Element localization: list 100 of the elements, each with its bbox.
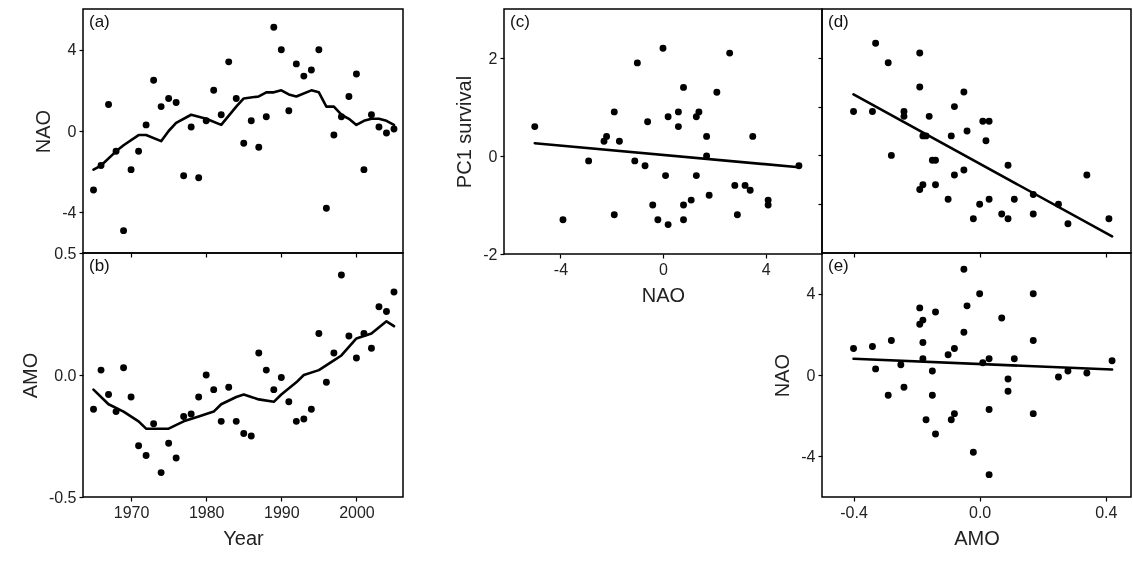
point xyxy=(1029,290,1037,298)
point xyxy=(976,290,984,298)
point xyxy=(1029,190,1037,198)
point xyxy=(916,83,924,91)
point xyxy=(947,416,955,424)
point xyxy=(932,156,939,164)
point xyxy=(240,139,248,147)
x-tick-label: 1970 xyxy=(113,503,150,521)
point xyxy=(850,345,857,353)
point xyxy=(944,351,952,359)
point xyxy=(998,210,1006,218)
point xyxy=(916,186,924,194)
point xyxy=(868,108,876,115)
point xyxy=(631,157,639,165)
point xyxy=(922,416,930,424)
point xyxy=(195,174,203,182)
point xyxy=(868,343,876,350)
point xyxy=(733,211,741,219)
point xyxy=(210,86,218,94)
point xyxy=(705,191,713,199)
point xyxy=(649,201,657,209)
point xyxy=(680,201,687,209)
point xyxy=(982,137,990,145)
point xyxy=(746,186,754,194)
point xyxy=(674,123,682,131)
point xyxy=(262,366,270,374)
y-tick-label: 0.5 xyxy=(54,244,77,262)
point xyxy=(919,316,927,324)
point xyxy=(1029,410,1037,418)
point xyxy=(157,103,165,111)
point xyxy=(135,442,143,450)
point xyxy=(322,378,330,386)
point xyxy=(559,216,567,224)
point xyxy=(210,386,218,394)
point xyxy=(932,308,939,316)
point xyxy=(262,113,270,121)
point xyxy=(1004,387,1012,395)
point xyxy=(916,49,924,57)
y-tick-label: -2 xyxy=(483,245,498,263)
point xyxy=(1004,161,1012,169)
x-tick-label: 1980 xyxy=(188,503,225,521)
x-tick-label: 2000 xyxy=(339,503,375,521)
point xyxy=(135,147,143,155)
y-tick-label: 0 xyxy=(806,366,816,384)
point xyxy=(1010,355,1018,363)
point xyxy=(120,364,128,372)
point xyxy=(345,92,353,100)
x-tick-label: -4 xyxy=(553,260,569,278)
point xyxy=(887,336,895,344)
x-tick-label: -0.4 xyxy=(840,503,868,521)
point xyxy=(1055,200,1062,208)
point xyxy=(795,162,803,170)
point xyxy=(157,469,165,477)
point xyxy=(352,354,360,362)
point xyxy=(641,162,649,170)
point xyxy=(985,117,993,125)
x-tick-label: 4 xyxy=(761,260,771,278)
point xyxy=(644,118,652,126)
point xyxy=(180,413,188,420)
point xyxy=(872,365,880,373)
point xyxy=(247,117,255,125)
point xyxy=(585,157,593,165)
point xyxy=(850,108,857,115)
y-tick-label: -4 xyxy=(62,203,77,221)
point xyxy=(232,95,240,102)
point xyxy=(112,147,120,155)
annotation: (e) xyxy=(828,256,849,275)
point xyxy=(90,405,97,413)
point xyxy=(998,314,1006,322)
point xyxy=(315,330,323,337)
point xyxy=(633,59,641,67)
point xyxy=(1064,220,1072,228)
y-tick-label: 0 xyxy=(488,147,498,165)
point xyxy=(255,143,263,151)
point xyxy=(925,112,933,120)
x-axis-title: NAO xyxy=(641,283,686,306)
point xyxy=(383,129,390,137)
point xyxy=(985,406,993,414)
point xyxy=(947,132,955,140)
point xyxy=(741,181,749,189)
point xyxy=(390,288,398,296)
point xyxy=(726,49,734,57)
point xyxy=(172,99,180,106)
point xyxy=(337,113,345,121)
point xyxy=(603,132,611,140)
point xyxy=(307,405,315,413)
point xyxy=(610,211,618,219)
point xyxy=(1083,171,1091,179)
point xyxy=(360,330,368,337)
point xyxy=(916,304,924,312)
point xyxy=(1010,195,1018,203)
point xyxy=(292,60,300,68)
point xyxy=(928,391,936,399)
point xyxy=(680,83,687,91)
y-axis-title: NAO xyxy=(771,353,794,398)
point xyxy=(292,417,300,425)
point xyxy=(330,131,338,139)
point xyxy=(322,204,330,212)
annotation: (d) xyxy=(828,12,849,31)
point xyxy=(950,103,958,111)
